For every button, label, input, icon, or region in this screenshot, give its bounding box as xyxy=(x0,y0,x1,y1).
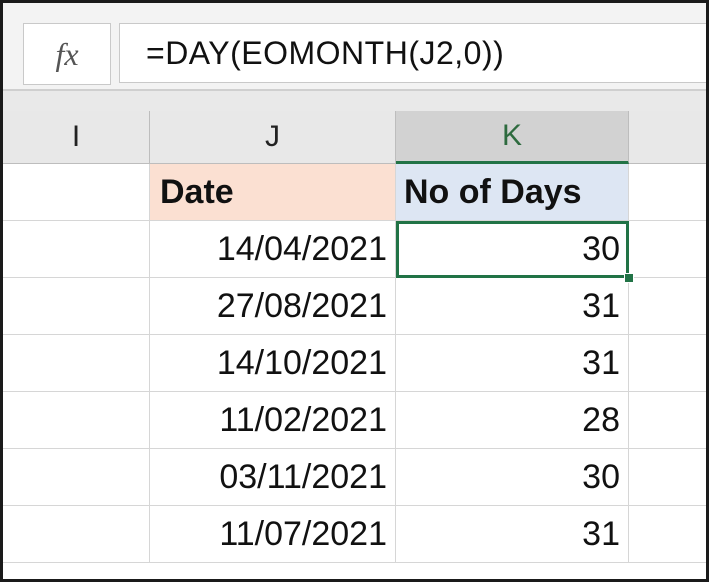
cell[interactable] xyxy=(629,335,706,392)
cell[interactable] xyxy=(629,164,706,221)
date-cell[interactable]: 27/08/2021 xyxy=(150,278,396,335)
table-row: 11/02/2021 28 xyxy=(3,392,706,449)
column-header-blank[interactable] xyxy=(629,111,706,164)
cell[interactable] xyxy=(629,506,706,563)
table-row: 14/10/2021 31 xyxy=(3,335,706,392)
column-header-i[interactable]: I xyxy=(3,111,150,164)
cell[interactable] xyxy=(629,278,706,335)
date-cell[interactable]: 14/04/2021 xyxy=(150,221,396,278)
selected-days-cell[interactable]: 30 xyxy=(396,221,629,278)
table-row: 14/04/2021 30 xyxy=(3,221,706,278)
formula-bar-separator xyxy=(3,91,706,111)
formula-bar: fx =DAY(EOMONTH(J2,0)) xyxy=(3,3,706,91)
days-cell[interactable]: 31 xyxy=(396,335,629,392)
cell[interactable] xyxy=(3,335,150,392)
formula-input[interactable]: =DAY(EOMONTH(J2,0)) xyxy=(119,23,706,83)
cell[interactable] xyxy=(3,164,150,221)
date-cell[interactable]: 14/10/2021 xyxy=(150,335,396,392)
cell[interactable] xyxy=(629,221,706,278)
cell[interactable] xyxy=(3,221,150,278)
days-cell[interactable]: 30 xyxy=(396,449,629,506)
date-header-cell[interactable]: Date xyxy=(150,164,396,221)
table-row: 11/07/2021 31 xyxy=(3,506,706,563)
fill-handle[interactable] xyxy=(624,273,634,283)
date-cell[interactable]: 11/07/2021 xyxy=(150,506,396,563)
cell[interactable] xyxy=(3,449,150,506)
days-cell[interactable]: 31 xyxy=(396,506,629,563)
column-header-j[interactable]: J xyxy=(150,111,396,164)
table-row: 27/08/2021 31 xyxy=(3,278,706,335)
date-cell[interactable]: 03/11/2021 xyxy=(150,449,396,506)
days-header-cell[interactable]: No of Days xyxy=(396,164,629,221)
cell[interactable] xyxy=(629,449,706,506)
table-header-row: Date No of Days xyxy=(3,164,706,221)
cell[interactable] xyxy=(3,278,150,335)
days-cell[interactable]: 28 xyxy=(396,392,629,449)
cell[interactable] xyxy=(3,506,150,563)
date-cell[interactable]: 11/02/2021 xyxy=(150,392,396,449)
cell[interactable] xyxy=(3,392,150,449)
cell[interactable] xyxy=(629,392,706,449)
column-header-k[interactable]: K xyxy=(396,111,629,164)
days-cell[interactable]: 31 xyxy=(396,278,629,335)
insert-function-icon[interactable]: fx xyxy=(23,23,111,85)
table-row: 03/11/2021 30 xyxy=(3,449,706,506)
